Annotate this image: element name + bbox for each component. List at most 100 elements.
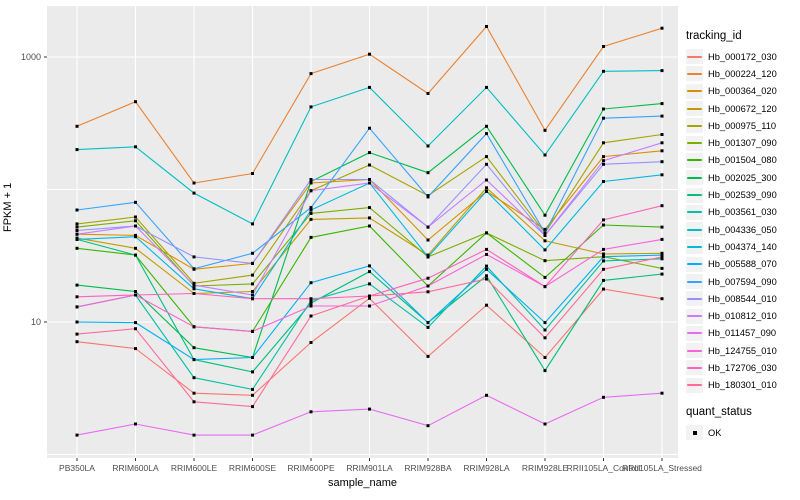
data-point bbox=[309, 72, 313, 76]
data-point bbox=[134, 246, 137, 250]
gridlines-vertical bbox=[76, 6, 663, 458]
legend-key-line-icon bbox=[686, 187, 703, 203]
data-point bbox=[192, 267, 196, 271]
data-point bbox=[134, 327, 137, 331]
legend-item-Hb_000672_120: Hb_000672_120 bbox=[686, 100, 798, 117]
legend-key-line-icon bbox=[686, 222, 703, 238]
data-point bbox=[134, 321, 137, 325]
data-point bbox=[602, 116, 605, 120]
data-point bbox=[602, 218, 605, 222]
data-point bbox=[251, 273, 254, 277]
data-point bbox=[75, 246, 79, 250]
data-point bbox=[309, 301, 313, 305]
data-point bbox=[75, 229, 79, 232]
data-point bbox=[75, 208, 79, 212]
y-tick-label: 10 bbox=[31, 317, 41, 327]
legend-item-label: Hb_011457_090 bbox=[708, 328, 777, 339]
legend-item-label: Hb_000224_120 bbox=[708, 68, 777, 79]
data-point bbox=[602, 252, 605, 256]
y-axis: 10 1000 bbox=[21, 52, 47, 327]
data-point bbox=[192, 191, 196, 195]
data-point bbox=[368, 216, 371, 220]
data-point bbox=[543, 153, 547, 157]
data-point bbox=[660, 251, 664, 255]
data-point bbox=[660, 141, 664, 145]
data-point bbox=[251, 261, 254, 265]
legend-item-label: Hb_005588_070 bbox=[708, 259, 777, 270]
data-point bbox=[368, 294, 371, 298]
data-point bbox=[660, 114, 664, 118]
data-point bbox=[543, 422, 547, 426]
data-point bbox=[134, 293, 137, 297]
data-point bbox=[75, 332, 79, 336]
black-square-point-icon bbox=[686, 425, 703, 441]
data-point bbox=[543, 336, 547, 340]
data-point bbox=[485, 303, 488, 307]
legend-item-label: Hb_001504_080 bbox=[708, 155, 777, 166]
data-point bbox=[192, 376, 196, 380]
data-point bbox=[543, 259, 547, 263]
data-point bbox=[660, 133, 664, 136]
legend-item-Hb_000224_120: Hb_000224_120 bbox=[686, 65, 798, 82]
data-point bbox=[251, 356, 254, 359]
data-point bbox=[602, 141, 605, 145]
data-point bbox=[75, 340, 79, 344]
data-point bbox=[192, 346, 196, 350]
legend-item-Hb_124755_010: Hb_124755_010 bbox=[686, 342, 798, 359]
data-point bbox=[192, 181, 196, 185]
data-point bbox=[426, 424, 430, 428]
data-point bbox=[660, 255, 664, 259]
data-point bbox=[192, 255, 196, 259]
data-point bbox=[485, 189, 488, 193]
legend-key-line-icon bbox=[686, 256, 703, 272]
data-point bbox=[368, 282, 371, 286]
panel-background bbox=[47, 6, 678, 458]
legend-item-quant-OK: OK bbox=[686, 424, 798, 441]
legend-item-label: Hb_000172_030 bbox=[708, 51, 777, 62]
legend-item-label: Hb_000364_020 bbox=[708, 86, 777, 97]
quant-items: OK bbox=[686, 424, 798, 441]
points-Hb_007594_090 bbox=[75, 114, 664, 271]
data-point bbox=[368, 270, 371, 274]
data-point bbox=[543, 248, 547, 252]
data-point bbox=[75, 232, 79, 236]
data-point bbox=[485, 25, 488, 28]
points-Hb_180301_010 bbox=[75, 255, 664, 409]
legend-item-label: Hb_002539_090 bbox=[708, 190, 777, 201]
data-point bbox=[251, 290, 254, 293]
data-point bbox=[485, 231, 488, 235]
data-point bbox=[426, 255, 430, 259]
legend-item-label: Hb_000975_110 bbox=[708, 120, 777, 131]
data-point bbox=[543, 321, 547, 325]
data-point bbox=[368, 224, 371, 228]
legend-key-line-icon bbox=[686, 135, 703, 151]
data-point bbox=[426, 276, 430, 280]
data-point bbox=[251, 293, 254, 297]
data-point bbox=[543, 369, 547, 373]
points-Hb_005588_070 bbox=[75, 253, 664, 362]
data-point bbox=[602, 267, 605, 271]
legend-item-Hb_000364_020: Hb_000364_020 bbox=[686, 83, 798, 100]
legend-item-label: Hb_010812_010 bbox=[708, 311, 777, 322]
data-point bbox=[134, 224, 137, 228]
x-tick-label: RRII105LA_Control bbox=[567, 463, 641, 473]
data-point bbox=[309, 314, 313, 318]
data-point bbox=[543, 128, 547, 132]
data-point bbox=[543, 285, 547, 289]
data-point bbox=[543, 213, 547, 217]
data-point bbox=[602, 259, 605, 263]
data-point bbox=[602, 162, 605, 166]
data-point bbox=[660, 69, 664, 73]
data-point bbox=[602, 159, 605, 163]
data-point bbox=[75, 305, 79, 309]
legend-item-Hb_172706_030: Hb_172706_030 bbox=[686, 359, 798, 376]
data-point bbox=[368, 181, 371, 185]
x-axis: PB350LA RRIM600LA RRIM600LE RRIM600SE RRIM60… bbox=[59, 458, 702, 473]
x-tick-label: PB350LA bbox=[59, 463, 95, 473]
legend-item-Hb_000975_110: Hb_000975_110 bbox=[686, 117, 798, 134]
legend-item-label: Hb_004374_140 bbox=[708, 241, 777, 252]
data-point bbox=[251, 370, 254, 374]
legend-item-label: Hb_004336_050 bbox=[708, 224, 777, 235]
legend-key-line-icon bbox=[686, 377, 703, 393]
